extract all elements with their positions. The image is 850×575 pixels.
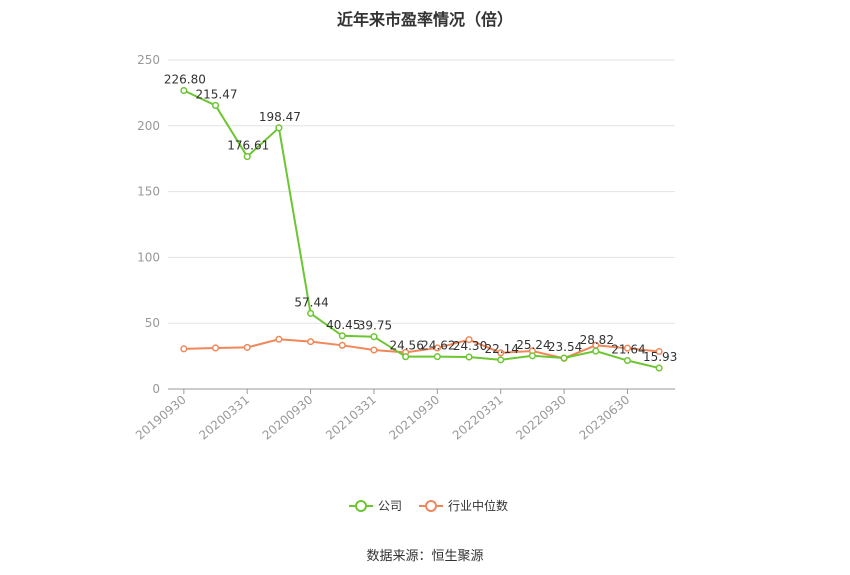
- data-point: [655, 347, 663, 356]
- y-tick-label: 150: [137, 185, 160, 199]
- data-point: [370, 333, 378, 341]
- data-point: [623, 356, 632, 365]
- data-point: [655, 364, 663, 372]
- data-label: 24.62: [421, 339, 455, 353]
- data-point: [370, 346, 378, 354]
- data-label: 28.82: [580, 333, 614, 347]
- data-point: [623, 344, 632, 352]
- data-point: [560, 354, 568, 362]
- data-source: 数据来源：恒生聚源: [366, 549, 484, 564]
- data-point: [338, 341, 346, 349]
- data-point: [243, 343, 251, 351]
- data-label: 39.75: [358, 319, 392, 333]
- data-label: 40.45: [326, 318, 360, 332]
- y-tick-label: 0: [152, 382, 160, 396]
- data-label: 57.44: [294, 295, 328, 309]
- x-tick-label: 20190930: [133, 393, 189, 443]
- y-tick-label: 250: [137, 53, 160, 67]
- x-tick-label: 20220930: [513, 393, 569, 443]
- data-label: 176.61: [227, 139, 269, 153]
- series-layer: [180, 86, 663, 372]
- data-label: 198.47: [259, 110, 301, 124]
- x-tick-label: 20220331: [450, 393, 506, 443]
- data-point: [243, 153, 251, 161]
- data-point: [465, 353, 473, 361]
- chart-title: 近年来市盈率情况（倍）: [336, 10, 513, 29]
- data-point: [180, 345, 188, 353]
- series-line: [183, 338, 660, 360]
- data-point: [211, 101, 220, 109]
- x-tick-label: 20200331: [196, 393, 252, 443]
- data-label: 25.24: [516, 338, 550, 352]
- x-axis: 20190930 20200331 20200930 20210331 20210930…: [133, 388, 675, 443]
- data-point: [528, 352, 536, 360]
- data-label: 15.93: [643, 350, 677, 364]
- y-tick-label: 200: [137, 119, 160, 133]
- x-tick-label: 20230630: [577, 393, 633, 443]
- data-label: 215.47: [196, 87, 238, 101]
- x-tick-label: 20210331: [323, 393, 379, 443]
- data-point: [307, 338, 315, 346]
- data-point: [180, 86, 188, 95]
- series-line: [183, 89, 660, 370]
- grid-lines: [168, 59, 675, 324]
- data-label: 24.30: [453, 339, 487, 353]
- data-label: 22.14: [485, 342, 519, 356]
- data-point: [307, 309, 315, 317]
- data-point: [275, 335, 283, 343]
- y-tick-label: 50: [145, 316, 160, 330]
- data-point: [592, 347, 600, 355]
- data-point: [433, 344, 441, 352]
- x-tick-label: 20200930: [260, 393, 316, 443]
- data-point: [465, 336, 473, 344]
- data-label: 21.64: [611, 343, 645, 357]
- x-tick-label: 20210930: [386, 393, 442, 443]
- data-point: [497, 356, 505, 364]
- data-label: 24.56: [389, 339, 423, 353]
- data-point: [275, 124, 283, 132]
- data-point: [433, 353, 441, 361]
- y-tick-label: 100: [137, 250, 160, 264]
- legend-marker: [355, 500, 367, 512]
- data-point: [338, 332, 346, 340]
- data-label: 23.54: [548, 340, 582, 354]
- legend-label: 行业中位数: [448, 498, 508, 513]
- legend-label: 公司: [378, 499, 402, 513]
- y-axis: 0 50 100 150 200 250: [137, 53, 160, 396]
- data-point: [402, 353, 410, 361]
- data-point: [497, 349, 505, 357]
- legend: 公司 行业中位数: [349, 498, 508, 513]
- data-point: [211, 344, 220, 352]
- data-label: 226.80: [164, 73, 206, 87]
- legend-marker: [425, 500, 437, 512]
